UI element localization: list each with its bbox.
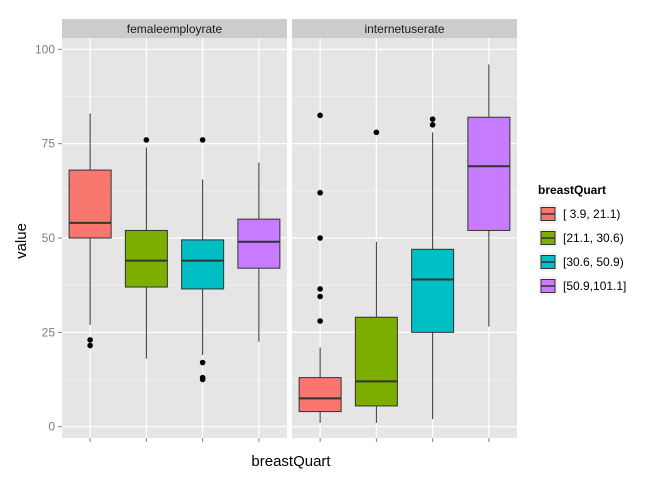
box-body — [124, 229, 168, 288]
legend-label: [30.6, 50.9) — [563, 255, 624, 269]
box-body — [467, 116, 511, 231]
outlier-point — [87, 342, 93, 349]
outlier-point — [199, 376, 206, 383]
box-3 — [411, 116, 455, 420]
outlier-point — [429, 116, 436, 122]
outlier-point — [429, 121, 436, 128]
outlier-point — [317, 112, 323, 119]
panel-strip — [292, 19, 517, 38]
panel-strip-label: femaleemployrate — [127, 22, 223, 36]
box-1 — [298, 112, 342, 423]
outlier-point — [373, 129, 380, 136]
outlier-point — [317, 189, 323, 196]
box-3 — [181, 137, 225, 383]
outlier-point — [199, 137, 206, 143]
outlier-point — [317, 235, 323, 241]
panel-internetuserate: internetuserate — [292, 19, 517, 442]
legend-label: [50.9,101.1] — [563, 279, 626, 293]
panel-strip-label: internetuserate — [364, 22, 444, 36]
box-body — [411, 248, 455, 333]
box-body — [237, 218, 281, 269]
legend-title: breastQuart — [538, 183, 606, 197]
y-tick-label: 50 — [42, 231, 56, 245]
box-body — [298, 377, 342, 413]
panel-femaleemployrate: femaleemployrate — [62, 19, 287, 442]
outlier-point — [317, 318, 323, 324]
outlier-point — [199, 359, 206, 366]
box-4 — [237, 162, 281, 342]
legend: breastQuart [ 3.9, 21.1) [21.1, 30.6) [30.… — [537, 183, 626, 297]
panel-strip — [62, 19, 287, 38]
box-2 — [124, 137, 168, 359]
box-body — [181, 239, 225, 290]
panels: femaleemployrate internetuserate — [62, 19, 517, 442]
box-body — [68, 169, 112, 239]
box-2 — [354, 129, 398, 423]
y-tick-label: 75 — [42, 137, 56, 151]
box-body — [354, 316, 398, 407]
y-tick-label: 0 — [48, 420, 55, 434]
outlier-point — [87, 337, 93, 343]
outlier-point — [317, 286, 323, 292]
box-1 — [68, 113, 112, 349]
y-axis-title: value — [13, 223, 30, 259]
outlier-point — [317, 293, 323, 300]
outlier-point — [143, 137, 150, 143]
x-axis-title: breastQuart — [251, 453, 331, 470]
y-axis: 0 25 50 75 100 — [35, 42, 62, 434]
legend-label: [ 3.9, 21.1) — [563, 207, 620, 221]
box-4 — [467, 64, 511, 327]
y-tick-label: 100 — [35, 42, 55, 56]
y-tick-label: 25 — [42, 325, 56, 339]
legend-label: [21.1, 30.6) — [563, 231, 624, 245]
